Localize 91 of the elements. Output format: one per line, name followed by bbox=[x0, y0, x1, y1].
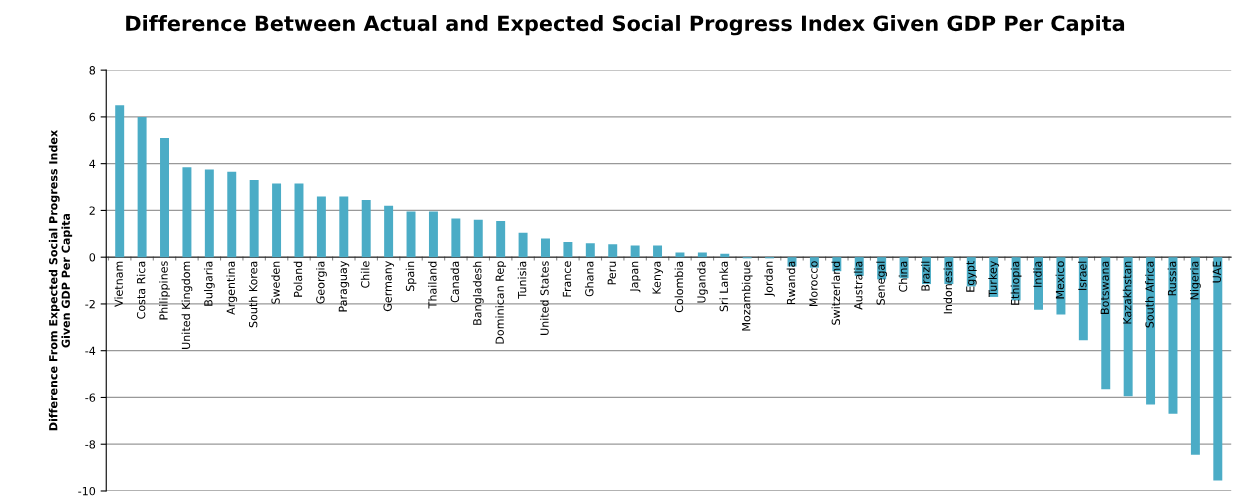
x-tick-label: Botswana bbox=[1100, 261, 1109, 314]
x-tick-label: South Africa bbox=[1145, 261, 1154, 328]
bar bbox=[1213, 257, 1223, 481]
x-tick-label: Australia bbox=[853, 261, 863, 310]
x-tick-label: Nigeria bbox=[1190, 261, 1201, 300]
x-tick-label: South Korea bbox=[248, 261, 258, 328]
x-tick-label: Spain bbox=[405, 261, 417, 291]
x-tick-label: Mexico bbox=[1055, 261, 1065, 299]
bar bbox=[653, 245, 663, 258]
bar bbox=[608, 244, 618, 258]
bar bbox=[518, 232, 528, 258]
bar bbox=[182, 167, 192, 258]
y-tick-label: -2 bbox=[85, 299, 95, 309]
bar bbox=[1190, 257, 1200, 455]
bar bbox=[160, 137, 169, 258]
bar bbox=[428, 211, 438, 258]
bar bbox=[361, 199, 371, 258]
x-tick-label: Turkey bbox=[988, 261, 1000, 297]
bar bbox=[451, 218, 461, 258]
x-tick-label: Tunisia bbox=[517, 261, 527, 299]
bar bbox=[563, 241, 573, 258]
x-tick-label: Costa Rica bbox=[136, 261, 146, 319]
bar bbox=[473, 219, 483, 258]
x-tick-label: Japan bbox=[630, 261, 641, 293]
x-tick-label: Sri Lanka bbox=[719, 261, 728, 312]
bar bbox=[1146, 257, 1156, 405]
y-tick-label: 4 bbox=[89, 159, 96, 168]
x-tick-label: Brazil bbox=[921, 261, 930, 291]
x-tick-label: Uganda bbox=[696, 261, 708, 303]
x-tick-label: France bbox=[562, 261, 572, 297]
x-tick-label: Peru bbox=[607, 261, 616, 285]
x-tick-label: Vietnam bbox=[114, 261, 123, 307]
y-tick-label: 6 bbox=[89, 112, 96, 122]
x-tick-label: UAE bbox=[1212, 261, 1222, 283]
x-tick-label: Colombia bbox=[674, 261, 684, 313]
y-axis-title: Difference From Expected Social Progress Index Given GDP Per Capita bbox=[48, 130, 73, 431]
x-tick-label: Russia bbox=[1167, 261, 1177, 296]
x-tick-label: Senegal bbox=[876, 261, 888, 305]
bar bbox=[541, 238, 550, 258]
bar bbox=[1078, 257, 1088, 341]
y-tick-label: -8 bbox=[85, 440, 96, 449]
x-tick-label: Philippines bbox=[159, 261, 170, 320]
x-tick-label: Thailand bbox=[428, 261, 437, 309]
x-tick-label: Indonesia bbox=[943, 261, 953, 314]
x-tick-label: China bbox=[898, 261, 908, 292]
y-tick-label: -4 bbox=[85, 346, 96, 355]
bar bbox=[204, 169, 214, 258]
x-tick-label: Jordan bbox=[764, 261, 775, 297]
x-tick-label: United States bbox=[540, 261, 549, 335]
x-tick-label: Morocco bbox=[809, 261, 818, 307]
x-tick-label: Bangladesh bbox=[472, 261, 484, 325]
x-tick-label: Georgia bbox=[316, 261, 327, 304]
bar bbox=[316, 196, 326, 258]
bar bbox=[249, 180, 259, 258]
x-tick-label: India bbox=[1033, 261, 1042, 287]
x-tick-label: Rwanda bbox=[786, 261, 796, 305]
x-tick-label: Canada bbox=[450, 261, 460, 303]
y-tick-label: 8 bbox=[89, 66, 96, 75]
bar bbox=[227, 171, 237, 258]
bar bbox=[339, 196, 349, 258]
bar bbox=[630, 245, 640, 258]
bar bbox=[115, 105, 125, 258]
x-tick-label: Dominican Rep bbox=[495, 261, 507, 344]
bar bbox=[496, 220, 506, 258]
x-tick-label: Kazakhstan bbox=[1122, 261, 1132, 324]
bar bbox=[406, 211, 416, 258]
y-tick-label: 2 bbox=[89, 206, 95, 215]
x-tick-label: Mozambique bbox=[741, 261, 753, 331]
x-tick-label: United Kingdom bbox=[181, 261, 193, 349]
x-tick-label: Israel bbox=[1077, 261, 1087, 290]
bar bbox=[272, 183, 282, 258]
y-tick-label: 0 bbox=[89, 253, 96, 262]
x-tick-label: Kenya bbox=[652, 261, 663, 294]
x-tick-label: Poland bbox=[293, 261, 303, 297]
x-tick-label: Egypt bbox=[966, 260, 977, 292]
bar bbox=[137, 116, 147, 258]
x-tick-label: Ghana bbox=[584, 261, 594, 297]
x-tick-label: Paraguay bbox=[338, 261, 350, 312]
x-tick-label: Switzerland bbox=[831, 261, 841, 325]
bar bbox=[384, 205, 394, 258]
chart-title: Difference Between Actual and Expected Social Progress Index Given GDP Per Capita bbox=[126, 15, 1125, 36]
x-tick-label: Ethiopia bbox=[1010, 261, 1022, 305]
x-tick-label: Bulgaria bbox=[203, 261, 215, 306]
bar bbox=[294, 183, 304, 258]
x-tick-label: Sweden bbox=[271, 261, 280, 304]
y-tick-label: -10 bbox=[78, 486, 96, 496]
x-tick-label: Argentina bbox=[226, 261, 238, 315]
x-tick-label: Chile bbox=[360, 261, 370, 288]
x-tick-label: Germany bbox=[383, 261, 394, 312]
bar bbox=[585, 243, 595, 258]
y-tick-label: -6 bbox=[85, 393, 96, 402]
